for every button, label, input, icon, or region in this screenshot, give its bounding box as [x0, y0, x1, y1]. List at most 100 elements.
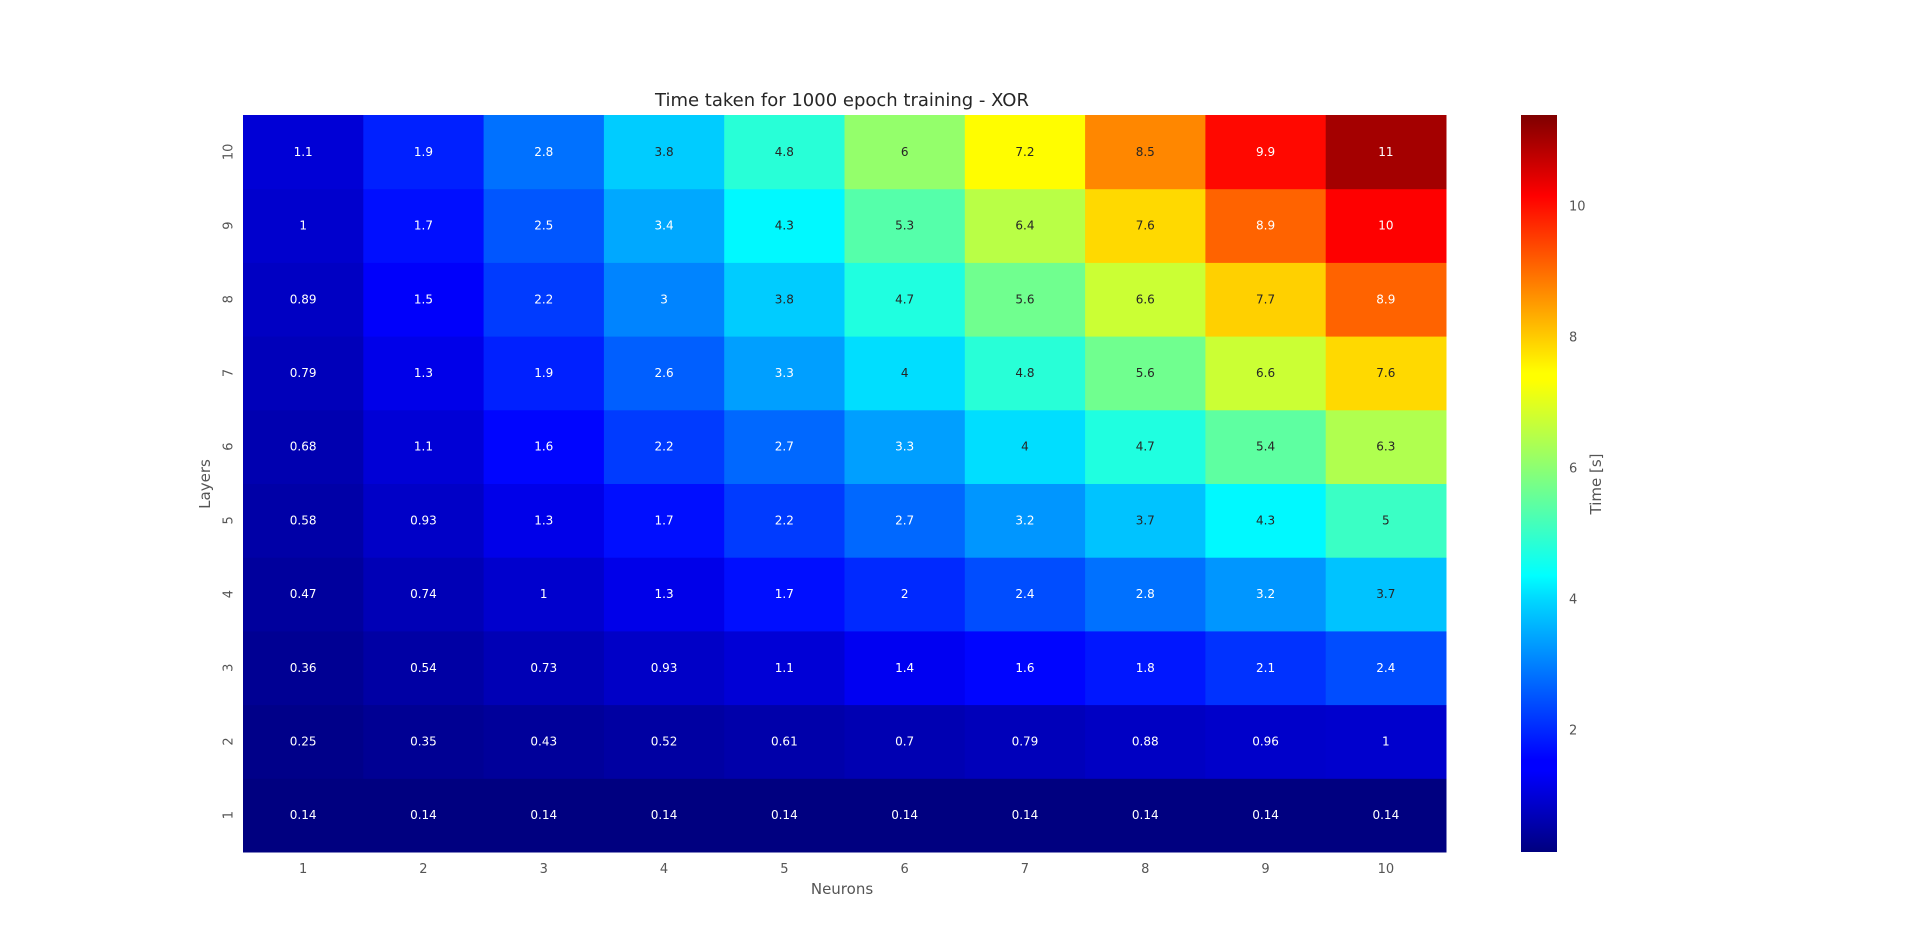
heatmap-cell — [243, 778, 364, 853]
cell-value-label: 0.73 — [530, 661, 557, 675]
heatmap-cell — [964, 188, 1086, 263]
heatmap-cell — [844, 704, 966, 779]
cell-value-label: 2.8 — [1136, 587, 1155, 601]
cell-value-label: 2 — [901, 587, 909, 601]
cell-value-label: 0.93 — [410, 513, 437, 527]
cell-value-label: 2.2 — [775, 513, 794, 527]
cell-value-label: 1.7 — [775, 587, 794, 601]
x-tick-label: 6 — [901, 862, 909, 877]
colorbar-label: Time [s] — [1587, 454, 1605, 516]
colorbar-tick-label: 10 — [1569, 200, 1586, 215]
cell-value-label: 8.9 — [1256, 219, 1275, 233]
colorbar — [1521, 115, 1557, 852]
heatmap-cell — [1205, 188, 1327, 263]
heatmap-cell — [964, 704, 1086, 779]
cell-value-label: 2.6 — [655, 366, 674, 380]
cell-value-label: 8.9 — [1376, 292, 1395, 306]
heatmap-cell — [724, 630, 845, 706]
cell-value-label: 6.6 — [1136, 292, 1155, 306]
heatmap-cell — [483, 409, 605, 484]
cell-value-label: 7.7 — [1256, 292, 1275, 306]
heatmap-cell — [1205, 483, 1327, 558]
cell-value-label: 1.8 — [1136, 661, 1155, 675]
cell-value-label: 4 — [1021, 440, 1029, 454]
x-tick-label: 5 — [780, 862, 788, 877]
heatmap-cell — [603, 557, 725, 632]
heatmap-cell — [483, 115, 605, 190]
heatmap-cell — [1325, 704, 1447, 779]
y-axis-ticks: 1 2 3 4 5 6 7 8 9 10 — [222, 144, 237, 820]
cell-value-label: 0.36 — [290, 661, 317, 675]
y-tick-label: 8 — [222, 295, 237, 303]
cell-value-label: 3.2 — [1256, 587, 1275, 601]
heatmap-cell — [844, 336, 966, 411]
cell-value-label: 2.1 — [1256, 661, 1275, 675]
heatmap-cell — [243, 336, 364, 411]
colorbar-ticks: 2 4 6 8 10 — [1569, 200, 1586, 739]
heatmap-cell — [483, 557, 605, 632]
cell-value-label: 0.89 — [290, 292, 317, 306]
heatmap-cell — [603, 778, 725, 853]
heatmap-cell — [363, 704, 485, 779]
cell-value-label: 2.4 — [1015, 587, 1034, 601]
x-tick-label: 3 — [540, 862, 548, 877]
cell-value-label: 1.6 — [1015, 661, 1034, 675]
heatmap-cell — [603, 188, 725, 263]
cell-value-label: 1.9 — [414, 145, 433, 159]
cell-value-label: 5.6 — [1136, 366, 1155, 380]
chart-title: Time taken for 1000 epoch training - XOR — [654, 90, 1029, 111]
cell-value-label: 4.8 — [775, 145, 794, 159]
heatmap-cell — [483, 262, 605, 337]
cell-value-label: 3.3 — [895, 440, 914, 454]
cell-value-label: 5.4 — [1256, 440, 1275, 454]
cell-value-label: 6.4 — [1015, 219, 1034, 233]
cell-value-label: 1.7 — [655, 513, 674, 527]
cell-value-label: 0.7 — [895, 734, 914, 748]
cell-value-label: 3.3 — [775, 366, 794, 380]
heatmap-cell — [724, 557, 845, 632]
cell-value-label: 1.3 — [655, 587, 674, 601]
heatmap-cell — [483, 704, 605, 779]
cell-value-label: 0.14 — [1252, 808, 1279, 822]
cell-value-label: 1.1 — [414, 440, 433, 454]
colorbar-tick-label: 6 — [1569, 461, 1577, 476]
cell-value-label: 0.79 — [290, 366, 317, 380]
heatmap-cells — [243, 115, 1447, 853]
heatmap-cell — [964, 115, 1086, 190]
heatmap-cell — [1205, 336, 1327, 411]
cell-value-label: 4.7 — [895, 292, 914, 306]
cell-value-label: 1.9 — [534, 366, 553, 380]
cell-value-label: 3.7 — [1376, 587, 1395, 601]
heatmap-cell — [1205, 557, 1327, 632]
heatmap-cell — [363, 336, 485, 411]
heatmap-cell — [1205, 630, 1327, 706]
cell-value-label: 0.54 — [410, 661, 437, 675]
heatmap-cell — [363, 409, 485, 484]
cell-value-label: 0.58 — [290, 513, 317, 527]
cell-value-label: 1 — [540, 587, 548, 601]
cell-value-label: 6 — [901, 145, 909, 159]
cell-value-label: 3.2 — [1015, 513, 1034, 527]
y-tick-label: 7 — [222, 369, 237, 377]
x-tick-label: 8 — [1141, 862, 1149, 877]
cell-value-label: 4.3 — [1256, 513, 1275, 527]
cell-value-label: 2.4 — [1376, 661, 1395, 675]
cell-value-label: 0.93 — [651, 661, 678, 675]
heatmap-cell — [844, 188, 966, 263]
cell-value-label: 6.6 — [1256, 366, 1275, 380]
cell-value-label: 0.61 — [771, 734, 798, 748]
cell-value-label: 1.3 — [414, 366, 433, 380]
heatmap-cell — [1325, 115, 1447, 190]
cell-value-label: 11 — [1378, 145, 1393, 159]
cell-value-label: 2.2 — [655, 440, 674, 454]
heatmap-cell — [1085, 704, 1206, 779]
cell-value-label: 4 — [901, 366, 909, 380]
cell-value-label: 1.6 — [534, 440, 553, 454]
heatmap-cell — [603, 483, 725, 558]
heatmap-cell — [1085, 188, 1206, 263]
heatmap-cell — [724, 115, 845, 190]
heatmap-cell — [363, 262, 485, 337]
heatmap-cell — [1205, 262, 1327, 337]
cell-value-label: 4.7 — [1136, 440, 1155, 454]
